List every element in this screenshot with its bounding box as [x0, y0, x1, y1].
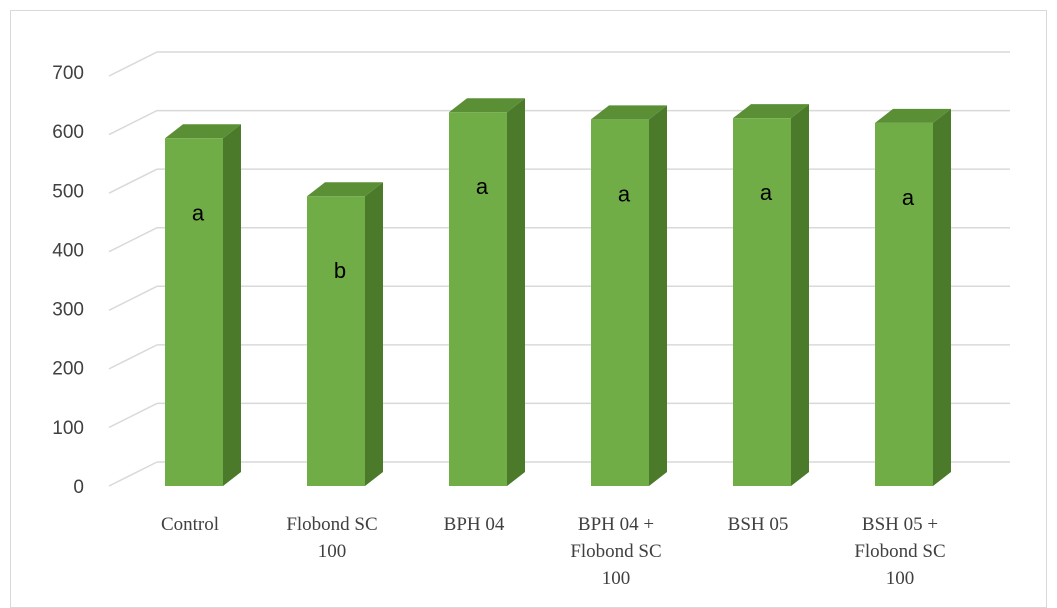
gridline-diagonal — [108, 51, 158, 77]
y-tick-label: 100 — [52, 418, 84, 439]
bar-side — [649, 105, 667, 486]
bar-top — [875, 108, 951, 123]
x-tick-label: Flobond SC 100 — [286, 514, 377, 562]
data-label: a — [760, 180, 773, 205]
bar-side — [933, 108, 951, 486]
bar-side — [791, 104, 809, 486]
gridline-diagonal — [108, 461, 158, 487]
y-tick-label: 400 — [52, 240, 84, 261]
x-axis-ticks: Control Flobond SC 100 BPH 04 BPH 04 + Flobon… — [161, 514, 946, 589]
data-label: a — [902, 185, 915, 210]
y-tick-label: 600 — [52, 122, 84, 143]
data-label: a — [618, 181, 631, 206]
y-axis-ticks: 0 100 200 300 400 500 600 700 — [52, 63, 84, 498]
bar-front — [733, 118, 791, 486]
bar: a — [591, 105, 667, 486]
bar-top — [307, 182, 383, 197]
bar: b — [307, 182, 383, 487]
bar-front — [307, 196, 365, 487]
bar-top — [733, 104, 809, 119]
y-tick-label: 300 — [52, 300, 84, 321]
data-label: a — [192, 200, 205, 225]
bar-top — [165, 124, 241, 139]
bar-front — [591, 119, 649, 486]
bar-top — [591, 105, 667, 120]
y-tick-label: 700 — [52, 63, 84, 84]
bar-front — [875, 122, 933, 486]
gridline-diagonal — [108, 227, 158, 253]
gridlines — [108, 51, 1010, 487]
bar-top — [449, 98, 525, 113]
bar-front — [449, 112, 507, 486]
gridline-diagonal — [108, 402, 158, 429]
bar-side — [365, 182, 383, 487]
x-tick-label: BPH 04 + Flobond SC 100 — [570, 514, 661, 589]
y-tick-label: 0 — [73, 477, 84, 498]
y-tick-label: 500 — [52, 181, 84, 202]
gridline-diagonal — [108, 285, 158, 311]
bar: a — [165, 124, 241, 486]
data-label: b — [334, 258, 346, 283]
x-tick-label: Control — [161, 514, 219, 535]
data-label: a — [476, 174, 489, 199]
bars: a b a a a a — [165, 98, 951, 487]
gridline-diagonal — [108, 168, 158, 194]
bar: a — [449, 98, 525, 486]
bar: a — [733, 104, 809, 486]
gridline-diagonal — [108, 109, 158, 136]
bar-front — [165, 138, 223, 486]
x-tick-label: BSH 05 + Flobond SC 100 — [854, 514, 945, 589]
x-tick-label: BSH 05 — [728, 514, 789, 535]
y-tick-label: 200 — [52, 359, 84, 380]
x-tick-label: BPH 04 — [444, 514, 505, 535]
bar: a — [875, 108, 951, 486]
gridline-diagonal — [108, 344, 158, 370]
bar-side — [507, 98, 525, 486]
bar-side — [223, 124, 241, 486]
